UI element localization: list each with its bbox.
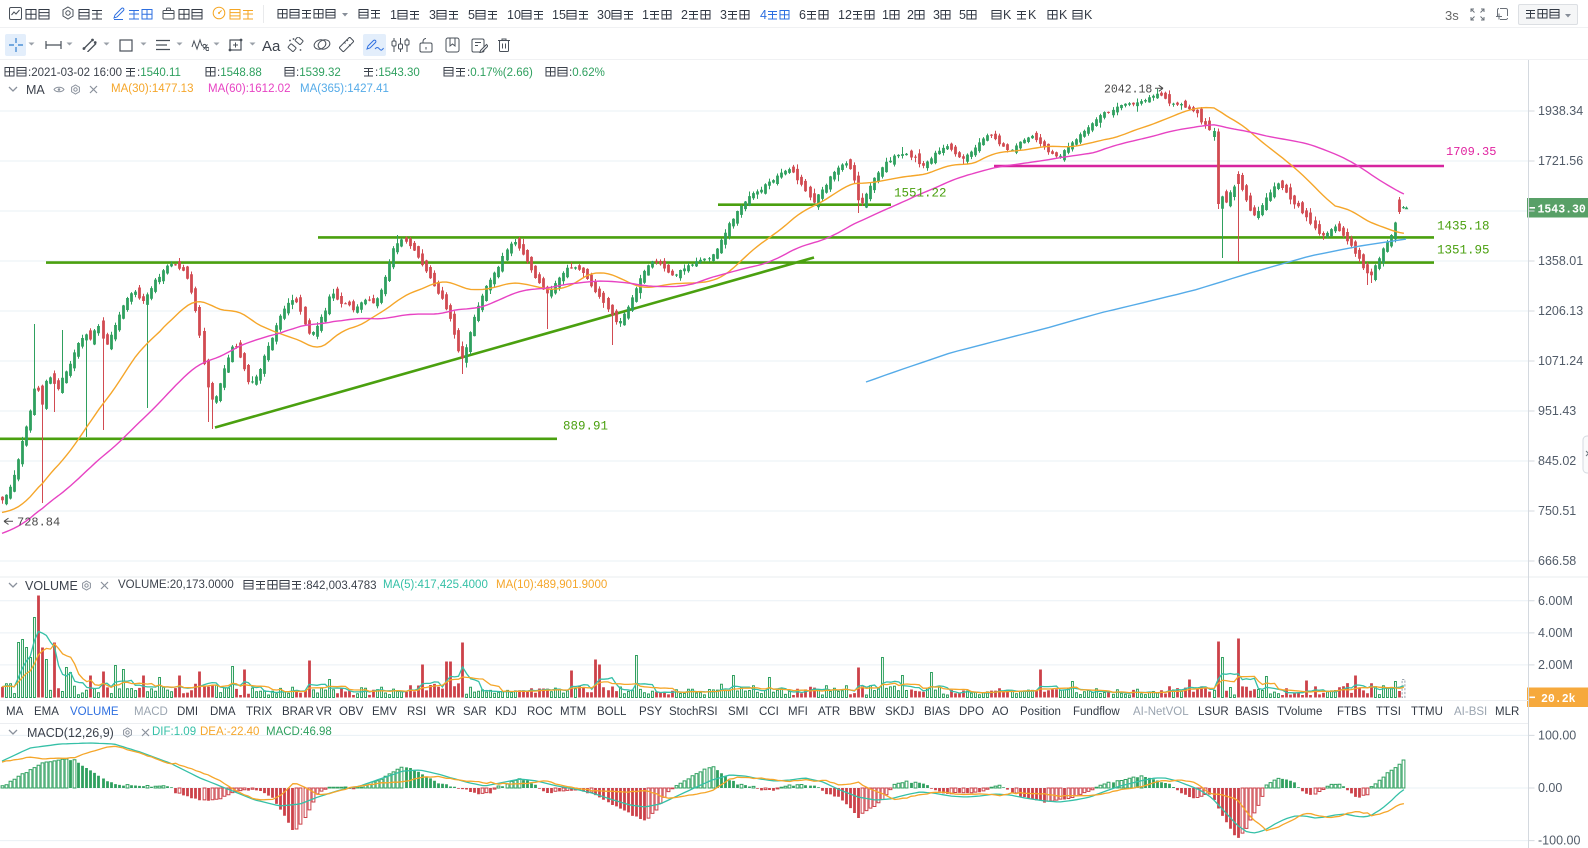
- svg-text:1551.22: 1551.22: [894, 187, 947, 201]
- svg-text:2.00M: 2.00M: [1538, 658, 1573, 672]
- svg-text:4.00M: 4.00M: [1538, 626, 1573, 640]
- svg-text:1435.18: 1435.18: [1437, 220, 1490, 234]
- svg-text:1938.34: 1938.34: [1538, 104, 1583, 118]
- svg-text:1358.01: 1358.01: [1538, 254, 1583, 268]
- svg-text:2042.18: 2042.18: [1104, 84, 1152, 97]
- svg-text:0.00: 0.00: [1538, 781, 1562, 795]
- svg-text:100.00: 100.00: [1538, 728, 1576, 742]
- svg-text:889.91: 889.91: [563, 420, 608, 434]
- svg-text:1071.24: 1071.24: [1538, 354, 1583, 368]
- svg-text:951.43: 951.43: [1538, 404, 1576, 418]
- svg-text:666.58: 666.58: [1538, 554, 1576, 568]
- svg-text:1206.13: 1206.13: [1538, 304, 1583, 318]
- svg-text:845.02: 845.02: [1538, 454, 1576, 468]
- svg-text:20.2k: 20.2k: [1541, 693, 1576, 706]
- svg-text:1721.56: 1721.56: [1538, 154, 1583, 168]
- svg-text:1543.30: 1543.30: [1538, 203, 1586, 216]
- svg-text:1709.35: 1709.35: [1446, 145, 1496, 159]
- svg-text:750.51: 750.51: [1538, 504, 1576, 518]
- svg-text:6.00M: 6.00M: [1538, 594, 1573, 608]
- svg-text:728.84: 728.84: [17, 516, 60, 530]
- svg-text:-100.00: -100.00: [1538, 834, 1580, 848]
- svg-text:1351.95: 1351.95: [1437, 244, 1490, 258]
